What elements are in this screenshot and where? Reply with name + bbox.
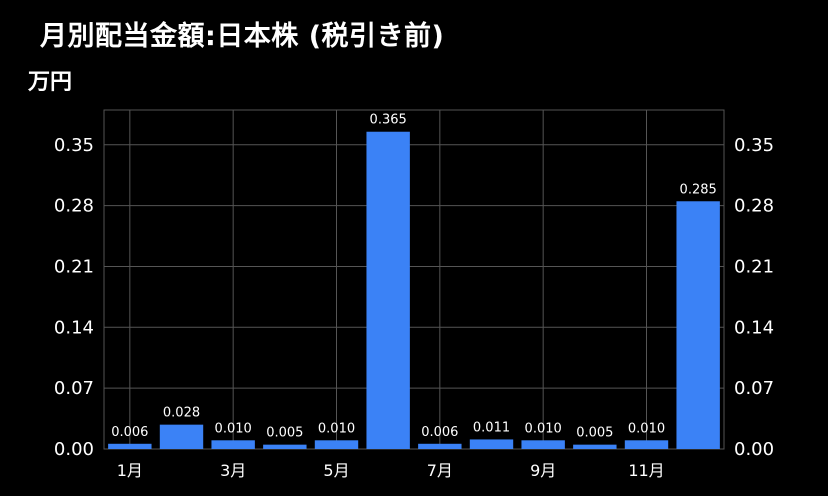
data-label: 0.010 <box>525 421 562 436</box>
bar-9月 <box>521 440 565 449</box>
data-label: 0.005 <box>576 426 613 441</box>
bar-1月 <box>108 443 152 449</box>
y-tick-label-right: 0.14 <box>734 317 774 338</box>
bar-8月 <box>469 439 514 449</box>
bar-6月 <box>366 131 410 449</box>
y-tick-label-right: 0.07 <box>734 378 774 399</box>
y-tick-label-left: 0.00 <box>54 439 94 460</box>
y-tick-label-left: 0.21 <box>54 256 94 277</box>
y-tick-label-right: 0.35 <box>734 135 774 156</box>
bar-10月 <box>573 444 617 449</box>
data-label: 0.010 <box>318 421 355 436</box>
y-axis-unit-label: 万円 <box>28 70 73 95</box>
data-label: 0.285 <box>680 182 717 197</box>
chart-title: 月別配当金額:日本株 (税引き前) <box>40 21 445 52</box>
x-tick-label: 5月 <box>323 461 349 480</box>
y-tick-label-left: 0.28 <box>54 196 94 217</box>
y-axis-left: 0.00 0.07 0.14 0.21 0.28 0.35 <box>54 135 94 460</box>
data-label: 0.028 <box>163 406 200 421</box>
data-label: 0.365 <box>370 113 407 128</box>
x-tick-label: 9月 <box>530 461 556 480</box>
data-labels: 0.006 0.028 0.010 0.005 0.010 0.365 0.006 0.011… <box>111 113 717 441</box>
x-tick-label: 1月 <box>117 461 143 480</box>
bars <box>108 131 720 449</box>
y-tick-label-right: 0.28 <box>734 196 774 217</box>
x-tick-label: 11月 <box>628 461 664 480</box>
bar-11月 <box>624 440 669 449</box>
y-tick-label-left: 0.07 <box>54 378 94 399</box>
bar-3月 <box>211 440 255 449</box>
bar-2月 <box>159 424 204 449</box>
y-tick-label-right: 0.21 <box>734 256 774 277</box>
y-tick-label-right: 0.00 <box>734 439 774 460</box>
data-label: 0.010 <box>215 421 252 436</box>
x-tick-label: 3月 <box>220 461 246 480</box>
grid-lines <box>103 109 725 450</box>
bar-4月 <box>263 444 307 449</box>
bar-7月 <box>418 443 462 449</box>
bar-5月 <box>314 440 359 449</box>
data-label: 0.010 <box>628 421 665 436</box>
data-label: 0.011 <box>473 420 510 435</box>
bar-12月 <box>676 201 720 449</box>
y-tick-label-left: 0.14 <box>54 317 94 338</box>
data-label: 0.006 <box>111 425 148 440</box>
x-tick-label: 7月 <box>427 461 453 480</box>
y-tick-label-left: 0.35 <box>54 135 94 156</box>
y-axis-right: 0.00 0.07 0.14 0.21 0.28 0.35 <box>734 135 774 460</box>
x-axis: 1月 3月 5月 7月 9月 11月 <box>117 461 665 480</box>
plot-frame <box>103 109 725 450</box>
data-label: 0.005 <box>266 426 303 441</box>
data-label: 0.006 <box>421 425 458 440</box>
